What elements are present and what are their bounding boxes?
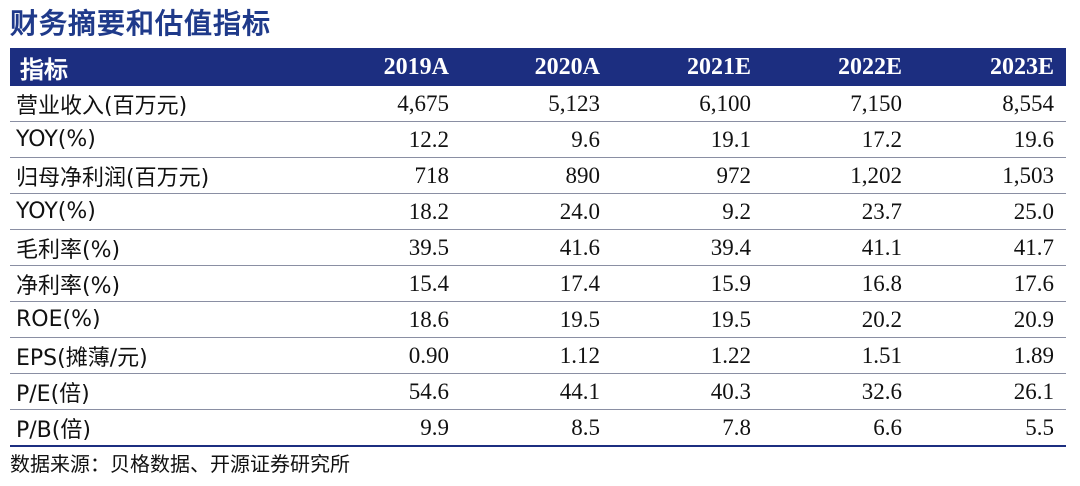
table-cell: 5.5 (914, 409, 1066, 447)
table-cell: 26.1 (914, 373, 1066, 410)
table-cell: 24.0 (461, 193, 612, 230)
table-cell: 6,100 (612, 86, 763, 122)
table-cell: 39.5 (310, 229, 461, 266)
row-label: P/E(倍) (10, 373, 310, 410)
table-cell: 23.7 (763, 193, 914, 230)
header-cell-year: 2023E (914, 48, 1066, 86)
table-cell: 20.2 (763, 301, 914, 338)
table-cell: 19.1 (612, 121, 763, 158)
header-cell-indicator: 指标 (10, 48, 310, 86)
table-cell: 19.5 (461, 301, 612, 338)
table-cell: 15.9 (612, 265, 763, 302)
table-cell: 18.2 (310, 193, 461, 230)
table-cell: 40.3 (612, 373, 763, 410)
table-cell: 15.4 (310, 265, 461, 302)
table-cell: 39.4 (612, 229, 763, 266)
table-cell: 17.6 (914, 265, 1066, 302)
row-label: EPS(摊薄/元) (10, 337, 310, 374)
table-cell: 7.8 (612, 409, 763, 447)
table-row: P/B(倍) 9.9 8.5 7.8 6.6 5.5 (10, 409, 1066, 447)
table-row: YOY(%) 12.2 9.6 19.1 17.2 19.6 (10, 121, 1066, 158)
table-cell: 1.51 (763, 337, 914, 374)
row-label: 毛利率(%) (10, 229, 310, 266)
table-row: ROE(%) 18.6 19.5 19.5 20.2 20.9 (10, 301, 1066, 338)
row-label: 净利率(%) (10, 265, 310, 302)
table-cell: 4,675 (310, 86, 461, 122)
row-label: YOY(%) (10, 121, 310, 158)
row-label: 营业收入(百万元) (10, 86, 310, 122)
table-row: 净利率(%) 15.4 17.4 15.9 16.8 17.6 (10, 265, 1066, 302)
table-row: EPS(摊薄/元) 0.90 1.12 1.22 1.51 1.89 (10, 337, 1066, 374)
table-cell: 6.6 (763, 409, 914, 447)
table-cell: 972 (612, 157, 763, 194)
table-cell: 18.6 (310, 301, 461, 338)
header-cell-year: 2019A (310, 48, 461, 86)
table-cell: 19.6 (914, 121, 1066, 158)
table-cell: 54.6 (310, 373, 461, 410)
page-title: 财务摘要和估值指标 (10, 7, 272, 40)
row-label: P/B(倍) (10, 409, 310, 447)
table-cell: 5,123 (461, 86, 612, 122)
financial-summary-table: 指标 2019A 2020A 2021E 2022E 2023E 营业收入(百万元) 4,6… (10, 48, 1066, 447)
table-cell: 25.0 (914, 193, 1066, 230)
table-cell: 41.1 (763, 229, 914, 266)
table-cell: 1,202 (763, 157, 914, 194)
table-cell: 1,503 (914, 157, 1066, 194)
table-cell: 1.12 (461, 337, 612, 374)
table-row: 营业收入(百万元) 4,675 5,123 6,100 7,150 8,554 (10, 86, 1066, 122)
table-body: 营业收入(百万元) 4,675 5,123 6,100 7,150 8,554 YOY(%)… (10, 86, 1066, 447)
table-cell: 20.9 (914, 301, 1066, 338)
table-cell: 41.6 (461, 229, 612, 266)
table-cell: 0.90 (310, 337, 461, 374)
table-cell: 17.4 (461, 265, 612, 302)
table-cell: 19.5 (612, 301, 763, 338)
header-cell-year: 2020A (461, 48, 612, 86)
table-cell: 8,554 (914, 86, 1066, 122)
table-cell: 7,150 (763, 86, 914, 122)
table-cell: 718 (310, 157, 461, 194)
table-cell: 16.8 (763, 265, 914, 302)
table-cell: 44.1 (461, 373, 612, 410)
row-label: ROE(%) (10, 301, 310, 338)
table-cell: 9.2 (612, 193, 763, 230)
table-row: P/E(倍) 54.6 44.1 40.3 32.6 26.1 (10, 373, 1066, 410)
table-cell: 1.22 (612, 337, 763, 374)
table-cell: 9.9 (310, 409, 461, 447)
table-cell: 1.89 (914, 337, 1066, 374)
table-row: 毛利率(%) 39.5 41.6 39.4 41.1 41.7 (10, 229, 1066, 266)
table-cell: 41.7 (914, 229, 1066, 266)
table-header-row: 指标 2019A 2020A 2021E 2022E 2023E (10, 48, 1066, 86)
table-row: YOY(%) 18.2 24.0 9.2 23.7 25.0 (10, 193, 1066, 230)
header-cell-year: 2022E (763, 48, 914, 86)
header-cell-year: 2021E (612, 48, 763, 86)
table-header: 指标 2019A 2020A 2021E 2022E 2023E (10, 48, 1066, 86)
table-cell: 32.6 (763, 373, 914, 410)
table-cell: 12.2 (310, 121, 461, 158)
table-cell: 890 (461, 157, 612, 194)
table-row: 归母净利润(百万元) 718 890 972 1,202 1,503 (10, 157, 1066, 194)
table-cell: 17.2 (763, 121, 914, 158)
data-source-note: 数据来源：贝格数据、开源证券研究所 (10, 452, 350, 476)
row-label: YOY(%) (10, 193, 310, 230)
table-cell: 9.6 (461, 121, 612, 158)
row-label: 归母净利润(百万元) (10, 157, 310, 194)
table-cell: 8.5 (461, 409, 612, 447)
